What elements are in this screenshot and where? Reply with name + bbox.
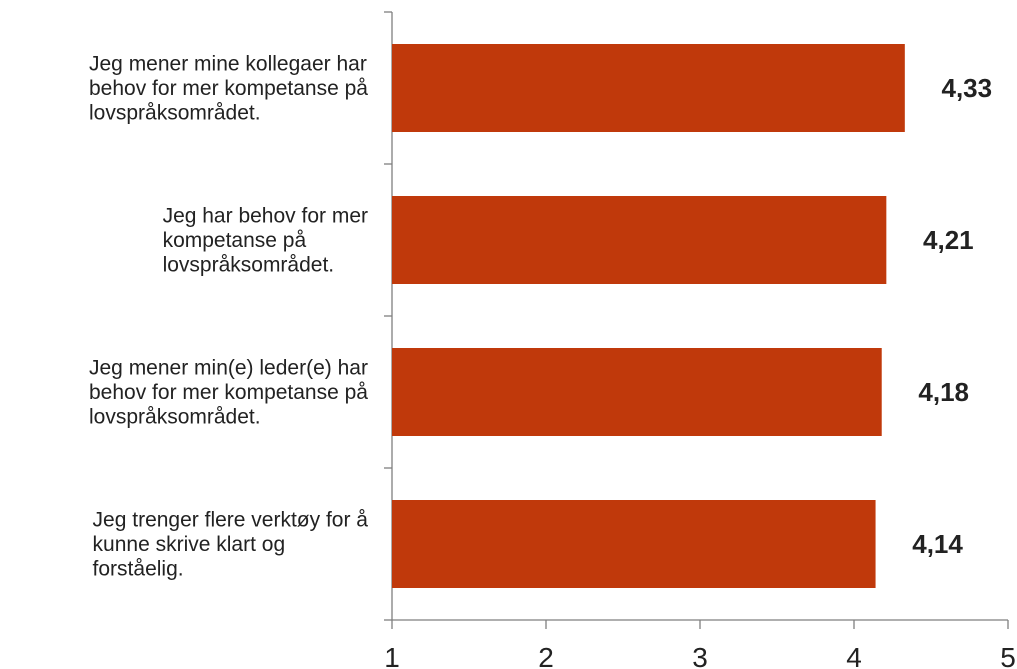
- x-tick-label: 3: [692, 642, 708, 669]
- category-label-line: Jeg mener mine kollegaer har: [89, 53, 367, 76]
- value-label: 4,33: [942, 73, 993, 103]
- category-label-line: Jeg trenger flere verktøy for å: [93, 509, 369, 532]
- category-label: Jeg trenger flere verktøy for å kunne skr…: [93, 509, 369, 581]
- value-label: 4,18: [918, 377, 969, 407]
- bar: [392, 196, 887, 284]
- x-tick-label: 5: [1000, 642, 1016, 669]
- value-labels: 4,33 4,21 4,18 4,14: [912, 73, 992, 559]
- chart-bars: [392, 44, 905, 588]
- category-label-line: lovspråksområdet.: [89, 406, 261, 429]
- category-label: Jeg mener min(e) leder(e) har behov for m…: [89, 357, 368, 429]
- value-label: 4,21: [923, 225, 974, 255]
- x-tick-label: 2: [538, 642, 554, 669]
- category-label-line: behov for mer kompetanse på: [89, 381, 368, 404]
- category-label-line: forståelig.: [93, 558, 184, 581]
- category-label-line: kunne skrive klart og: [93, 533, 286, 556]
- bar: [392, 348, 882, 436]
- category-label-line: Jeg mener min(e) leder(e) har: [89, 357, 368, 380]
- category-label: Jeg mener mine kollegaer har behov for me…: [89, 53, 368, 125]
- value-label: 4,14: [912, 529, 963, 559]
- category-label-line: behov for mer kompetanse på: [89, 77, 368, 100]
- bar: [392, 500, 876, 588]
- category-label-line: Jeg har behov for mer: [163, 205, 368, 228]
- x-tick-label: 1: [384, 642, 400, 669]
- category-label: Jeg har behov for mer kompetanse på lovspr…: [163, 205, 368, 277]
- category-label-line: kompetanse på: [163, 229, 307, 252]
- bar: [392, 44, 905, 132]
- category-label-line: lovspråksområdet.: [163, 254, 335, 277]
- category-label-line: lovspråksområdet.: [89, 102, 261, 125]
- x-tick-labels: 1 2 3 4 5: [384, 642, 1016, 669]
- x-tick-label: 4: [846, 642, 862, 669]
- category-labels: Jeg mener mine kollegaer har behov for me…: [89, 53, 368, 581]
